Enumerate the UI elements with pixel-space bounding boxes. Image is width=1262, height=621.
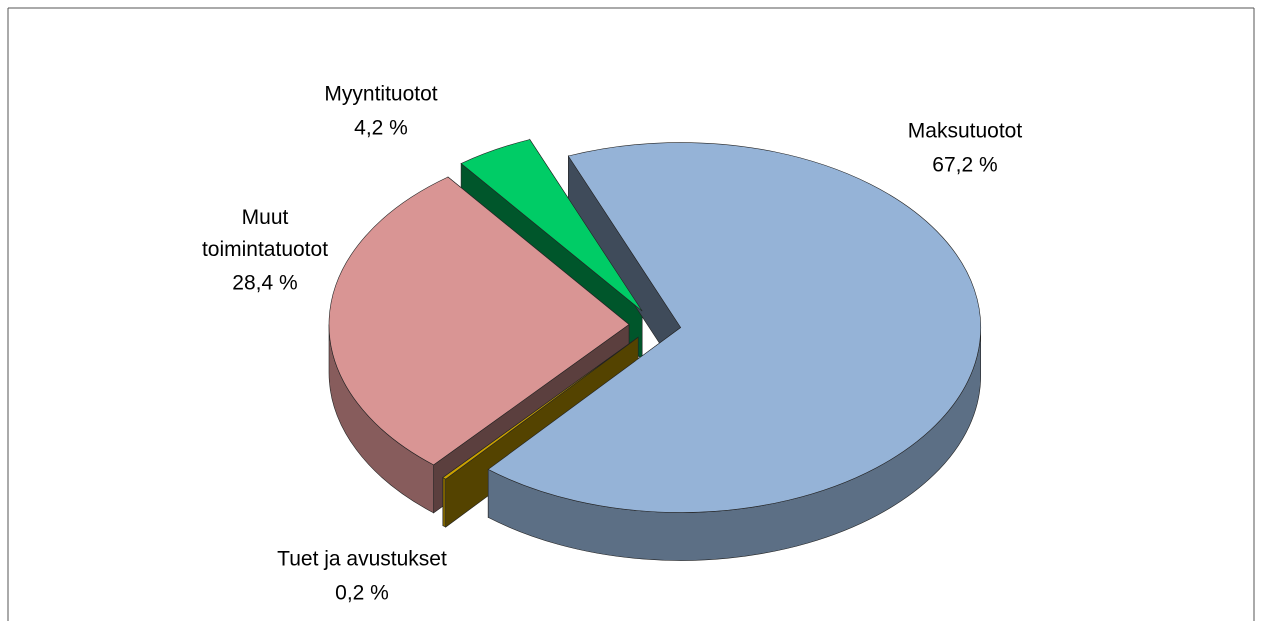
slice — [328, 176, 630, 466]
value-label: 67,2 % — [932, 154, 997, 177]
slice-side — [442, 477, 446, 528]
category-label-line: toimintatuotot — [202, 238, 328, 261]
category-label: Myyntituotot — [324, 83, 437, 106]
category-label-line: Muut — [242, 206, 289, 229]
slice — [487, 142, 981, 513]
category-label: Tuet ja avustukset — [277, 548, 447, 571]
slice — [442, 336, 639, 480]
category-label: Maksutuotot — [908, 120, 1023, 143]
value-label: 4,2 % — [354, 117, 408, 140]
category-label: Muut toimintatuotot — [202, 206, 328, 261]
value-label: 28,4 % — [232, 272, 297, 295]
slice — [460, 139, 643, 312]
value-label: 0,2 % — [335, 582, 389, 605]
